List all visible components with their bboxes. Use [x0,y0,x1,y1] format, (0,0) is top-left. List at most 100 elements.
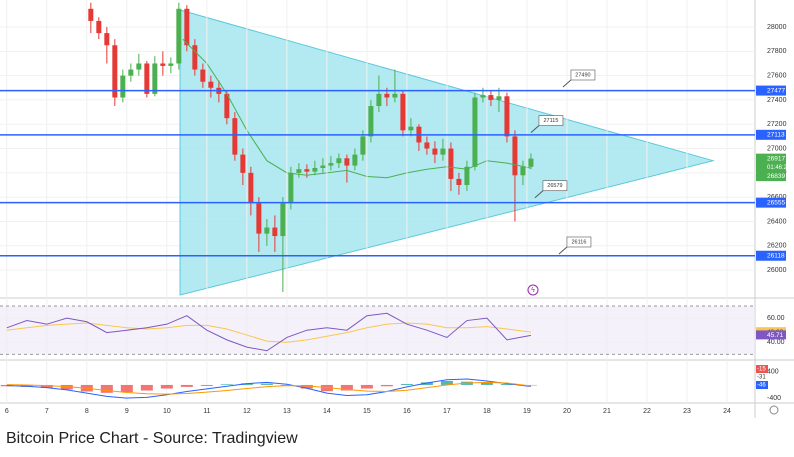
macd-histogram-bar [200,384,213,386]
y-tick-label: 26200 [767,243,787,250]
candle-body [88,8,94,21]
macd-tick-label: 400 [767,369,779,376]
candle-body [408,126,414,131]
x-tick-label: 7 [45,408,49,415]
macd-histogram-bar [0,384,13,387]
candle-body [168,63,174,66]
callout-box [542,180,568,192]
candle-body [224,93,230,119]
macd-histogram-bar [120,384,133,393]
callout-pointer [562,79,572,88]
macd-histogram-bar [440,381,453,385]
macd-signal [6,381,532,395]
y-tick-label: 26400 [767,218,787,225]
candle-body [280,203,286,237]
macd-histogram-bar [500,383,513,385]
level-label: 27113 [767,132,785,139]
candle-body [96,20,102,34]
candle-body [192,45,198,70]
macd-last: -46 [757,383,766,389]
event-icon[interactable] [527,284,539,296]
candle-body [112,45,118,98]
candle-body [488,95,494,100]
rsi-tick-label: 60.00 [767,315,785,322]
rsi-band [0,306,755,355]
candle-body [160,63,166,66]
rsi-tick-label: 40.00 [767,339,785,346]
candle-body [440,148,446,155]
macd-histogram-bar [340,384,353,391]
callout-box [570,69,596,81]
callout-pointer [558,246,568,255]
rsi-line [6,312,532,352]
y-tick-label: 27000 [767,145,787,152]
moving-average [182,38,532,179]
candle-body [472,97,478,167]
callout-label: 26116 [572,239,587,245]
callout-pointer [530,125,540,133]
macd-histogram-bar [480,382,493,385]
y-tick-label: 27800 [767,48,787,55]
y-tick-label: 27600 [767,72,787,79]
level-label-bg [756,250,786,261]
y-tick-label: 26600 [767,194,787,201]
last-price: 26917 [767,155,785,162]
chart: ϟ 6 7 8 9 10 11 12 13 14 15 16 17 18 19 20 21 22 23 24 2600… [0,0,794,418]
ma-last-bg [756,171,786,182]
x-tick-label: 10 [163,408,171,415]
candle-body [336,158,342,164]
candle-body [200,69,206,82]
countdown: 01:46:26 [767,165,791,171]
candle-body [392,93,398,98]
y-tick-label: 28000 [767,24,787,31]
macd-histogram-bar [400,383,413,385]
rsi-last-bg [756,330,786,340]
callout-box [538,115,564,126]
level-label: 27477 [767,87,785,94]
candle-body [312,167,318,172]
rsi-last: 45.71 [767,332,784,339]
event-icon-glyph[interactable]: ϟ [531,287,535,294]
candle-body [424,142,430,149]
candle-body [296,169,302,173]
candle-body [400,93,406,131]
macd-histogram-bar [260,383,273,385]
macd-last: -31 [757,375,766,381]
macd-last-bg [756,381,768,389]
candle-body [528,158,534,167]
level-label: 26555 [767,199,785,206]
macd-last-bg [756,373,768,381]
settings-icon[interactable] [769,405,779,415]
macd-histogram-bar [180,384,193,387]
x-tick-label: 9 [125,408,129,415]
x-tick-label: 19 [523,408,531,415]
last-price-bg [756,153,786,174]
macd-histogram-bar [60,384,73,390]
rsi-signal [6,322,532,343]
candle-body [344,158,350,166]
y-tick-label: 26000 [767,267,787,274]
candle-body [144,63,150,94]
x-tick-label: 15 [363,408,371,415]
x-tick-label: 21 [603,408,611,415]
x-tick-label: 11 [203,408,210,415]
x-tick-label: 12 [243,408,251,415]
x-tick-label: 17 [443,408,451,415]
level-label-bg [756,197,786,208]
level-label-bg [756,129,786,140]
x-tick-label: 13 [283,408,291,415]
candle-body [264,227,270,234]
ma-last: 26839 [767,173,785,180]
candle-body [256,203,262,234]
x-tick-label: 6 [5,408,9,415]
candle-body [176,8,182,64]
candle-body [248,172,254,204]
macd-last: -15 [757,367,766,373]
candle-body [288,172,294,204]
candle-body [520,166,526,176]
candle-body [512,136,518,176]
x-tick-label: 23 [683,408,691,415]
candle-body [208,81,214,88]
candle-body [240,154,246,173]
candle-body [432,148,438,155]
